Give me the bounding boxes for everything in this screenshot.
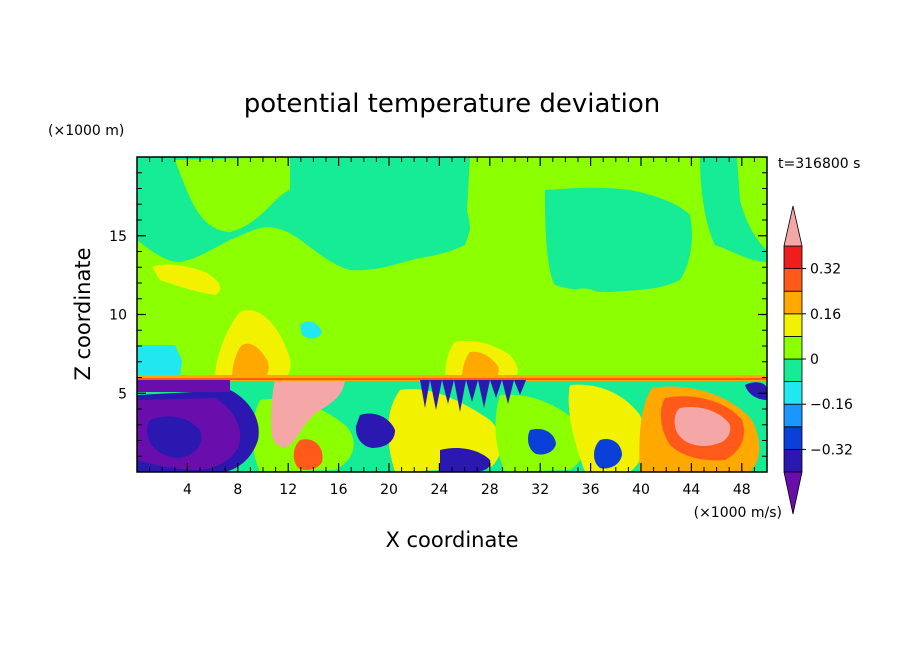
- y-axis-unit: (×1000 m): [48, 123, 124, 139]
- field-region: [271, 378, 345, 447]
- x-axis-label: X coordinate: [385, 528, 518, 552]
- y-tick-label: 10: [109, 308, 127, 324]
- field-region: [300, 321, 322, 339]
- colorbar-tick-label: −0.32: [810, 442, 853, 458]
- x-tick-label: 40: [632, 482, 650, 498]
- field-region: [355, 413, 395, 448]
- colorbar-swatch: [783, 381, 803, 405]
- colorbar-swatch: [783, 448, 803, 473]
- x-tick-label: 4: [183, 482, 192, 498]
- x-tick-label: 16: [330, 482, 348, 498]
- x-tick-label: 8: [233, 482, 242, 498]
- x-tick-label: 48: [733, 482, 751, 498]
- colorbar-swatch: [783, 403, 803, 428]
- x-tick-label: 12: [279, 482, 297, 498]
- colorbar-tick-label: 0: [810, 352, 819, 368]
- field-region: [215, 310, 291, 378]
- field-region: [575, 288, 605, 308]
- field-region: [545, 187, 692, 292]
- x-tick-label: 36: [582, 482, 600, 498]
- chart-title: potential temperature deviation: [244, 89, 660, 119]
- colorbar-extend-min: [783, 471, 803, 515]
- time-label: t=316800 s: [778, 156, 860, 172]
- colorbar-swatch: [783, 335, 803, 360]
- field-region: [137, 380, 230, 392]
- field-area: [137, 157, 767, 472]
- field-region: [290, 171, 470, 264]
- field-region: [137, 345, 182, 378]
- field-region: [462, 351, 499, 378]
- field-region: [146, 416, 202, 458]
- y-tick-label: 5: [118, 386, 127, 402]
- y-axis: 5 10 15: [109, 172, 767, 457]
- y-axis-label: Z coordinate: [71, 247, 95, 380]
- field-region: [470, 157, 700, 200]
- field-region: [528, 428, 556, 455]
- colorbar-swatch: [783, 358, 803, 383]
- colorbar-tick-label: 0.32: [810, 262, 841, 278]
- field-region: [137, 378, 767, 380]
- colorbar-swatch: [783, 245, 803, 270]
- x-tick-label: 28: [481, 482, 499, 498]
- colorbar-swatch: [783, 313, 803, 337]
- field-region: [745, 382, 767, 400]
- colorbar-swatch: [783, 268, 803, 292]
- field-region: [737, 158, 767, 250]
- field-region: [594, 438, 622, 469]
- colorbar-swatch: [783, 426, 803, 450]
- field-region: [152, 264, 221, 295]
- field-region: [568, 384, 646, 472]
- field-region: [175, 157, 290, 232]
- x-axis: 4 8 12 16 20 24 28 32 36 40 44 48: [149, 157, 755, 498]
- x-axis-unit: (×1000 m/s): [694, 505, 782, 521]
- x-tick-label: 44: [682, 482, 700, 498]
- field-region: [440, 448, 491, 472]
- field-region: [674, 406, 731, 446]
- colorbar-tick-label: 0.16: [810, 307, 841, 323]
- colorbar-tick-label: −0.16: [810, 397, 853, 413]
- colorbar: 0.32 0.16 0 −0.16 −0.32: [783, 205, 853, 515]
- field-region: [293, 439, 323, 470]
- field-region: [420, 380, 526, 412]
- field-region: [232, 343, 269, 378]
- y-tick-label: 15: [109, 229, 127, 245]
- colorbar-extend-max: [783, 205, 803, 247]
- colorbar-swatch: [783, 290, 803, 315]
- x-tick-label: 24: [430, 482, 448, 498]
- x-tick-label: 20: [380, 482, 398, 498]
- x-tick-label: 32: [531, 482, 549, 498]
